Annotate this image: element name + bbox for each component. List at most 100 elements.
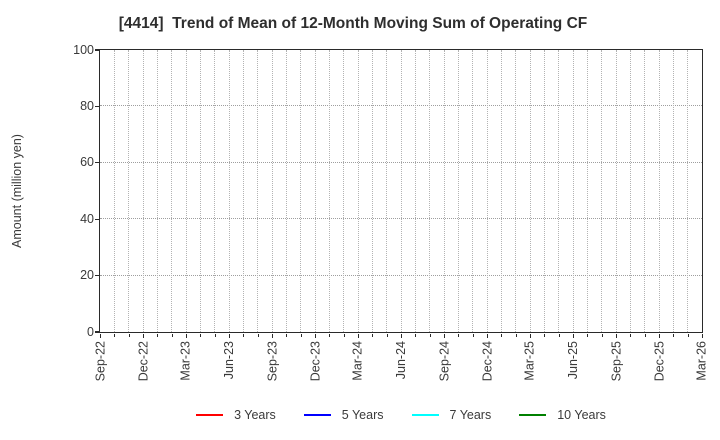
legend-line-swatch bbox=[303, 413, 331, 417]
x-tickmark bbox=[486, 334, 489, 338]
v-gridline bbox=[601, 49, 603, 332]
legend-label: 10 Years bbox=[557, 408, 606, 422]
v-gridline bbox=[400, 49, 402, 332]
x-minor-tickmark bbox=[372, 334, 374, 337]
v-gridline bbox=[314, 49, 316, 332]
v-gridline bbox=[629, 49, 631, 332]
y-tickmark bbox=[94, 162, 99, 164]
y-tick-label: 0 bbox=[87, 324, 94, 339]
x-tick-label: Dec-25 bbox=[652, 341, 666, 382]
x-minor-tickmark bbox=[458, 334, 460, 337]
x-tickmark bbox=[185, 334, 188, 338]
x-tick-label: Sep-23 bbox=[265, 341, 279, 382]
x-tick-label: Mar-23 bbox=[179, 341, 193, 381]
x-tick-label: Sep-24 bbox=[437, 341, 451, 382]
legend-label: 5 Years bbox=[341, 408, 384, 422]
x-tickmark bbox=[271, 334, 274, 338]
x-tickmark bbox=[228, 334, 231, 338]
y-tickmark bbox=[94, 331, 99, 333]
x-minor-tickmark bbox=[558, 334, 560, 337]
v-gridline bbox=[343, 49, 345, 332]
v-gridline bbox=[572, 49, 574, 332]
v-gridline bbox=[357, 49, 359, 332]
v-gridline bbox=[558, 49, 560, 332]
x-tickmark bbox=[529, 334, 532, 338]
x-minor-tickmark bbox=[171, 334, 173, 337]
v-gridline bbox=[658, 49, 660, 332]
x-tick-label: Mar-25 bbox=[523, 341, 537, 381]
v-gridline bbox=[242, 49, 244, 332]
x-tickmark bbox=[99, 334, 102, 338]
v-gridline bbox=[486, 49, 488, 332]
x-minor-tickmark bbox=[286, 334, 288, 337]
y-tick-label: 60 bbox=[80, 155, 94, 170]
v-gridline bbox=[371, 49, 373, 332]
x-tickmark bbox=[314, 334, 317, 338]
v-gridline bbox=[443, 49, 445, 332]
x-minor-tickmark bbox=[687, 334, 689, 337]
x-minor-tickmark bbox=[630, 334, 632, 337]
x-minor-tickmark bbox=[415, 334, 417, 337]
x-tickmark bbox=[443, 334, 446, 338]
v-gridline bbox=[328, 49, 330, 332]
x-minor-tickmark bbox=[673, 334, 675, 337]
x-minor-tickmark bbox=[601, 334, 603, 337]
v-gridline bbox=[687, 49, 689, 332]
legend-line-swatch bbox=[411, 413, 439, 417]
x-minor-tickmark bbox=[300, 334, 302, 337]
x-minor-tickmark bbox=[429, 334, 431, 337]
x-tickmark bbox=[572, 334, 575, 338]
x-tick-label: Dec-23 bbox=[308, 341, 322, 382]
v-gridline bbox=[300, 49, 302, 332]
legend-line-swatch bbox=[519, 413, 547, 417]
v-gridline bbox=[171, 49, 173, 332]
y-tickmark bbox=[94, 105, 99, 108]
y-tick-label: 100 bbox=[73, 42, 94, 57]
legend-label: 3 Years bbox=[234, 408, 276, 422]
v-gridline bbox=[228, 49, 230, 332]
legend-item: 5 Years bbox=[303, 408, 384, 422]
legend: 3 Years 5 Years 7 Years 10 Years bbox=[100, 406, 702, 424]
x-tickmark bbox=[615, 334, 618, 338]
x-minor-tickmark bbox=[386, 334, 388, 337]
x-minor-tickmark bbox=[472, 334, 474, 337]
x-minor-tickmark bbox=[243, 334, 245, 337]
y-axis-label: Amount (million yen) bbox=[10, 134, 24, 248]
v-gridline bbox=[500, 49, 502, 332]
x-tick-label: Jun-24 bbox=[394, 341, 408, 380]
x-minor-tickmark bbox=[257, 334, 259, 337]
y-tick-label: 40 bbox=[80, 211, 94, 226]
legend-label: 7 Years bbox=[449, 408, 492, 422]
y-tickmark bbox=[94, 274, 99, 277]
v-gridline bbox=[386, 49, 388, 332]
x-minor-tickmark bbox=[501, 334, 503, 337]
x-minor-tickmark bbox=[343, 334, 345, 337]
v-gridline bbox=[185, 49, 187, 332]
v-gridline bbox=[615, 49, 617, 332]
v-gridline bbox=[644, 49, 646, 332]
v-gridline bbox=[271, 49, 273, 332]
v-gridline bbox=[457, 49, 459, 332]
x-tickmark bbox=[658, 334, 661, 338]
x-minor-tickmark bbox=[200, 334, 202, 337]
v-gridline bbox=[515, 49, 517, 332]
x-minor-tickmark bbox=[644, 334, 646, 337]
x-minor-tickmark bbox=[114, 334, 116, 337]
x-tick-label: Dec-24 bbox=[480, 341, 494, 382]
x-tickmark bbox=[701, 334, 704, 338]
v-gridline bbox=[214, 49, 216, 332]
x-minor-tickmark bbox=[157, 334, 159, 337]
v-gridline bbox=[543, 49, 545, 332]
legend-item: 10 Years bbox=[519, 408, 606, 422]
legend-item: 3 Years bbox=[196, 408, 276, 422]
v-gridline bbox=[429, 49, 431, 332]
v-gridline bbox=[142, 49, 144, 332]
x-tick-label: Jun-25 bbox=[566, 341, 580, 380]
v-gridline bbox=[257, 49, 259, 332]
x-minor-tickmark bbox=[587, 334, 589, 337]
x-tick-label: Sep-25 bbox=[609, 341, 623, 382]
v-gridline bbox=[672, 49, 674, 332]
v-gridline bbox=[414, 49, 416, 332]
legend-line-swatch bbox=[196, 413, 224, 417]
